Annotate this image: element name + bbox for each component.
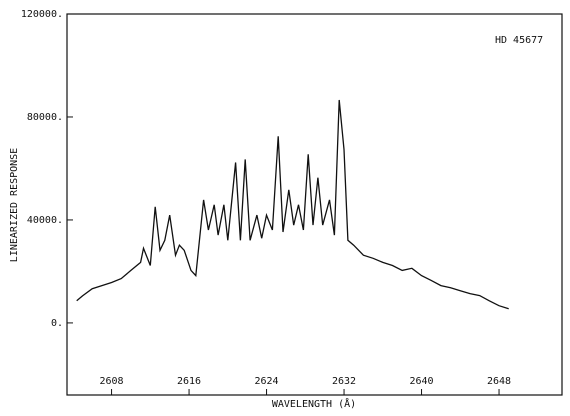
- annotation: HD 45677: [495, 35, 543, 46]
- y-tick-label: 40000.: [27, 215, 63, 226]
- x-tick-label: 2616: [177, 376, 201, 387]
- y-tick-label: 120000.: [21, 9, 63, 20]
- x-axis-label: WAVELENGTH (Å): [272, 397, 356, 410]
- x-tick-label: 2640: [409, 376, 433, 387]
- y-tick-label: 80000.: [27, 112, 63, 123]
- spectrum-line: [76, 99, 509, 310]
- y-axis-label: LINEARIZED RESPONSE: [9, 148, 20, 262]
- y-tick-label: 0.: [51, 318, 63, 329]
- x-tick-label: 2608: [100, 376, 124, 387]
- x-tick-label: 2648: [487, 376, 511, 387]
- x-tick-label: 2632: [332, 376, 356, 387]
- plot-frame: [66, 13, 563, 396]
- x-tick-label: 2624: [255, 376, 279, 387]
